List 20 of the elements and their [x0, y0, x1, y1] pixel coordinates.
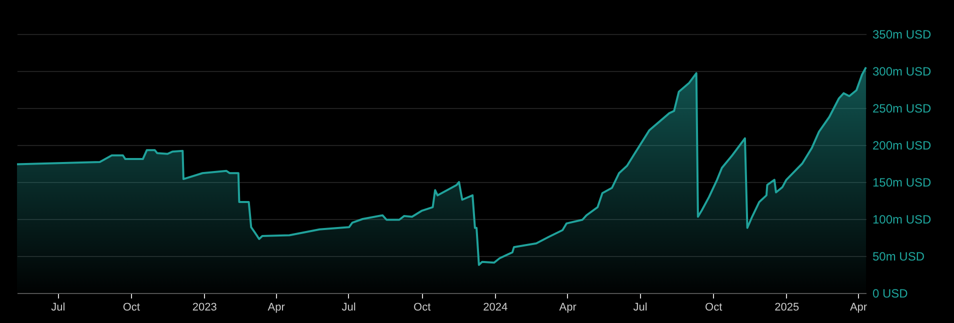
- y-tick-label: 200m USD: [872, 138, 932, 152]
- x-tick-label: Jul: [342, 302, 356, 314]
- x-tick-label: Apr: [559, 302, 577, 314]
- y-tick-label: 350m USD: [872, 28, 932, 42]
- x-tick-label: Apr: [850, 302, 868, 314]
- x-tick-label: Oct: [414, 302, 431, 314]
- y-tick-label: 250m USD: [872, 102, 932, 116]
- x-tick-label: Apr: [268, 302, 286, 314]
- x-tick-label: Jul: [51, 302, 66, 314]
- y-tick-label: 100m USD: [872, 212, 932, 226]
- y-tick-label: 150m USD: [872, 176, 932, 190]
- x-tick-label: Jul: [633, 302, 648, 314]
- y-tick-label: 300m USD: [872, 64, 932, 78]
- y-tick-label: 50m USD: [872, 250, 925, 264]
- x-tick-label: Oct: [122, 302, 140, 314]
- x-tick-label: Oct: [705, 302, 722, 314]
- x-tick-label: 2023: [192, 302, 217, 314]
- x-tick-label: 2025: [774, 302, 800, 314]
- y-tick-label: 0 USD: [872, 286, 908, 300]
- x-tick-label: 2024: [483, 302, 508, 314]
